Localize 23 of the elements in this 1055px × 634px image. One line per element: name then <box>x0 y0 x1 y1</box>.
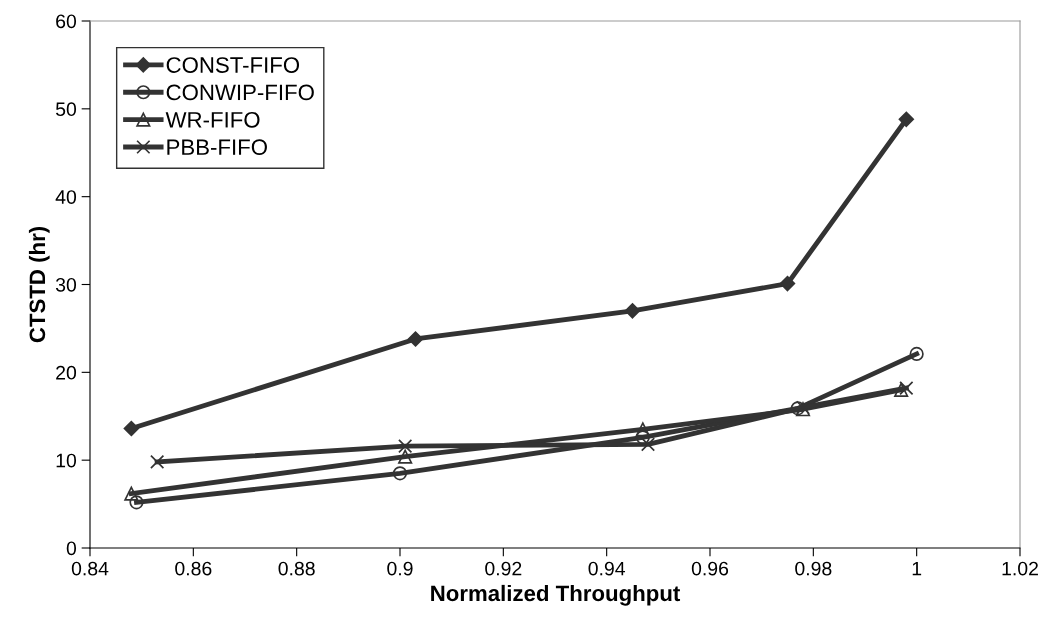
x-tick-label: 0.9 <box>387 561 413 576</box>
legend-label: PBB-FIFO <box>167 139 267 156</box>
x-tick-label: 0.96 <box>691 561 729 576</box>
y-tick-label: 30 <box>55 277 77 292</box>
x-tick-label: 0.84 <box>71 561 109 576</box>
x-tick-label: 0.94 <box>588 561 626 576</box>
y-tick-label: 60 <box>56 14 77 29</box>
x-tick-label: 0.88 <box>278 561 315 576</box>
y-tick-label: 10 <box>56 453 77 468</box>
y-tick-label: 0 <box>66 541 77 556</box>
y-tick-label: 50 <box>55 102 77 117</box>
y-tick-label: 20 <box>56 365 77 380</box>
y-tick-label: 40 <box>55 190 77 204</box>
x-tick-label: 1.02 <box>1002 561 1038 576</box>
legend-label: CONST-FIFO <box>166 57 300 73</box>
y-axis-title: CTSTD (hr) <box>28 226 50 343</box>
legend-label: WR-FIFO <box>165 111 260 128</box>
x-axis-title: Normalized Throughput <box>431 584 681 606</box>
x-tick-label: 0.98 <box>795 561 832 576</box>
x-tick-label: 0.92 <box>485 561 522 576</box>
legend-label: CONWIP-FIFO <box>166 84 314 101</box>
x-tick-label: 0.86 <box>175 561 212 576</box>
x-tick-label: 1 <box>912 561 922 576</box>
